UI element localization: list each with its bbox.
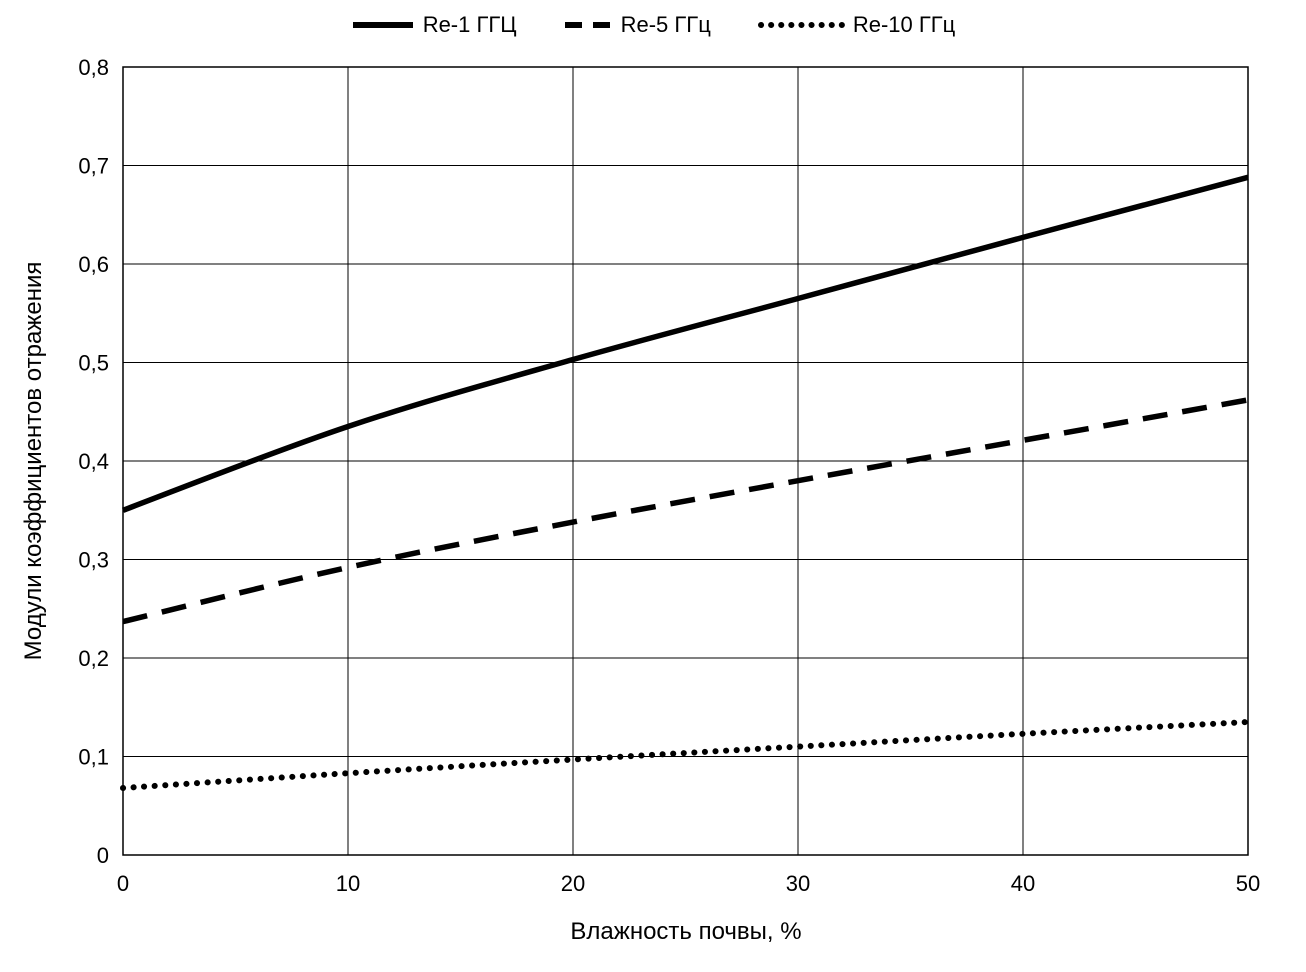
x-tick-label: 40 — [1011, 871, 1035, 896]
legend-label: Re-10 ГГц — [852, 12, 956, 37]
chart-legend: Re-1 ГГЦ Re-5 ГГц Re-10 ГГц — [0, 12, 1306, 38]
y-tick-label: 0,7 — [78, 154, 109, 179]
x-tick-label: 20 — [561, 871, 585, 896]
x-tick-label: 30 — [786, 871, 810, 896]
legend-label: Re-1 ГГЦ — [422, 12, 517, 37]
y-tick-label: 0,8 — [78, 55, 109, 80]
y-tick-label: 0,2 — [78, 646, 109, 671]
plot-frame — [122, 66, 1249, 856]
legend-item-re1: Re-1 ГГЦ — [351, 12, 517, 38]
series-line-2 — [120, 719, 1251, 791]
solid-line-icon — [352, 22, 413, 28]
y-tick-label: 0,5 — [78, 351, 109, 376]
legend-label: Re-5 ГГц — [620, 12, 711, 37]
legend-item-re10: Re-10 ГГц — [757, 12, 955, 38]
series-line-0 — [122, 174, 1249, 513]
x-tick-label: 50 — [1236, 871, 1260, 896]
y-axis-title: Модули коэффициентов отражения — [20, 261, 47, 661]
x-tick-label: 0 — [117, 871, 129, 896]
dotted-line-icon — [757, 22, 845, 28]
y-tick-label: 0,3 — [78, 548, 109, 573]
x-axis-title: Влажность почвы, % — [570, 918, 802, 945]
legend-item-re5: Re-5 ГГц — [563, 12, 711, 38]
y-tick-label: 0,4 — [78, 449, 109, 474]
series-line-1 — [122, 397, 1249, 625]
x-tick-label: 10 — [336, 871, 360, 896]
y-tick-label: 0,6 — [78, 252, 109, 277]
y-tick-label: 0 — [97, 843, 109, 868]
dashed-line-icon — [564, 22, 611, 28]
y-tick-label: 0,1 — [78, 745, 109, 770]
